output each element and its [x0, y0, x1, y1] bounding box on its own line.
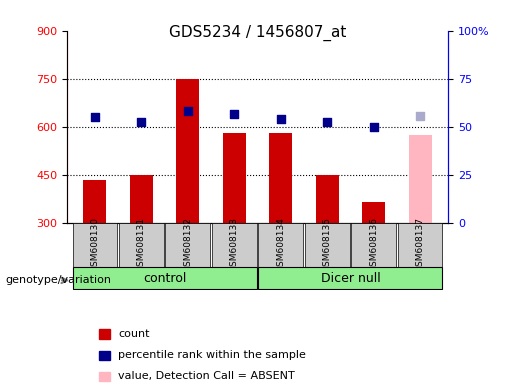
Point: [137, 119, 145, 125]
Text: GSM608132: GSM608132: [183, 217, 192, 272]
FancyBboxPatch shape: [398, 223, 442, 267]
FancyBboxPatch shape: [212, 223, 256, 267]
Bar: [130, 175, 153, 223]
Point: [323, 119, 331, 125]
Text: GSM608136: GSM608136: [369, 217, 378, 272]
Text: GSM608130: GSM608130: [90, 217, 99, 272]
Text: GDS5234 / 1456807_at: GDS5234 / 1456807_at: [169, 25, 346, 41]
Text: percentile rank within the sample: percentile rank within the sample: [118, 350, 306, 360]
Text: genotype/variation: genotype/variation: [5, 275, 111, 285]
Point: [184, 108, 192, 114]
Text: GSM608134: GSM608134: [276, 217, 285, 272]
Point: [416, 113, 424, 119]
FancyBboxPatch shape: [165, 223, 210, 267]
FancyBboxPatch shape: [119, 223, 164, 267]
FancyBboxPatch shape: [73, 223, 117, 267]
Text: GSM608135: GSM608135: [323, 217, 332, 272]
FancyBboxPatch shape: [351, 223, 396, 267]
FancyBboxPatch shape: [305, 223, 350, 267]
Text: GSM608137: GSM608137: [416, 217, 425, 272]
Point: [230, 111, 238, 117]
Text: control: control: [143, 271, 186, 285]
Bar: [176, 79, 199, 223]
Text: value, Detection Call = ABSENT: value, Detection Call = ABSENT: [118, 371, 295, 381]
FancyBboxPatch shape: [259, 223, 303, 267]
Point: [277, 116, 285, 122]
Point: [370, 124, 378, 130]
Text: GSM608133: GSM608133: [230, 217, 239, 272]
Bar: [316, 175, 339, 223]
Text: GSM608131: GSM608131: [137, 217, 146, 272]
Bar: [269, 133, 293, 223]
Bar: [408, 135, 432, 223]
Text: Dicer null: Dicer null: [320, 271, 380, 285]
Bar: [362, 202, 385, 223]
Point: [91, 114, 99, 120]
FancyBboxPatch shape: [259, 267, 442, 289]
FancyBboxPatch shape: [73, 267, 256, 289]
Bar: [83, 180, 107, 223]
Bar: [222, 133, 246, 223]
Text: count: count: [118, 329, 150, 339]
